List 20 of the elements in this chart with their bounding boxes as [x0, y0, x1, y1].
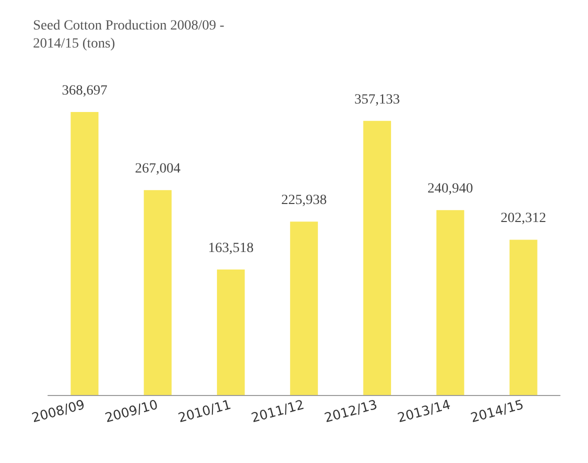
data-label: 163,518 — [208, 241, 254, 256]
bar — [290, 222, 318, 395]
data-label: 240,940 — [428, 182, 474, 197]
bar — [363, 120, 392, 395]
data-label: 368,697 — [62, 84, 108, 99]
x-tick-label: 2012/13 — [323, 398, 380, 426]
x-tick-label: 2008/09 — [30, 398, 87, 426]
bar — [436, 210, 464, 395]
bar — [144, 190, 172, 395]
bar — [510, 240, 538, 395]
data-label: 267,004 — [134, 162, 180, 177]
bar — [216, 270, 245, 395]
data-label: 225,938 — [281, 193, 327, 208]
bar — [70, 112, 98, 395]
x-tick-label: 2009/10 — [104, 398, 160, 426]
x-tick-label: 2011/12 — [250, 398, 306, 426]
chart-title: Seed Cotton Production 2008/09 - 2014/15 (tons) — [33, 18, 225, 52]
data-label: 202,312 — [500, 211, 546, 226]
data-label: 357,133 — [354, 92, 400, 108]
x-tick-label: 2010/11 — [176, 398, 233, 426]
